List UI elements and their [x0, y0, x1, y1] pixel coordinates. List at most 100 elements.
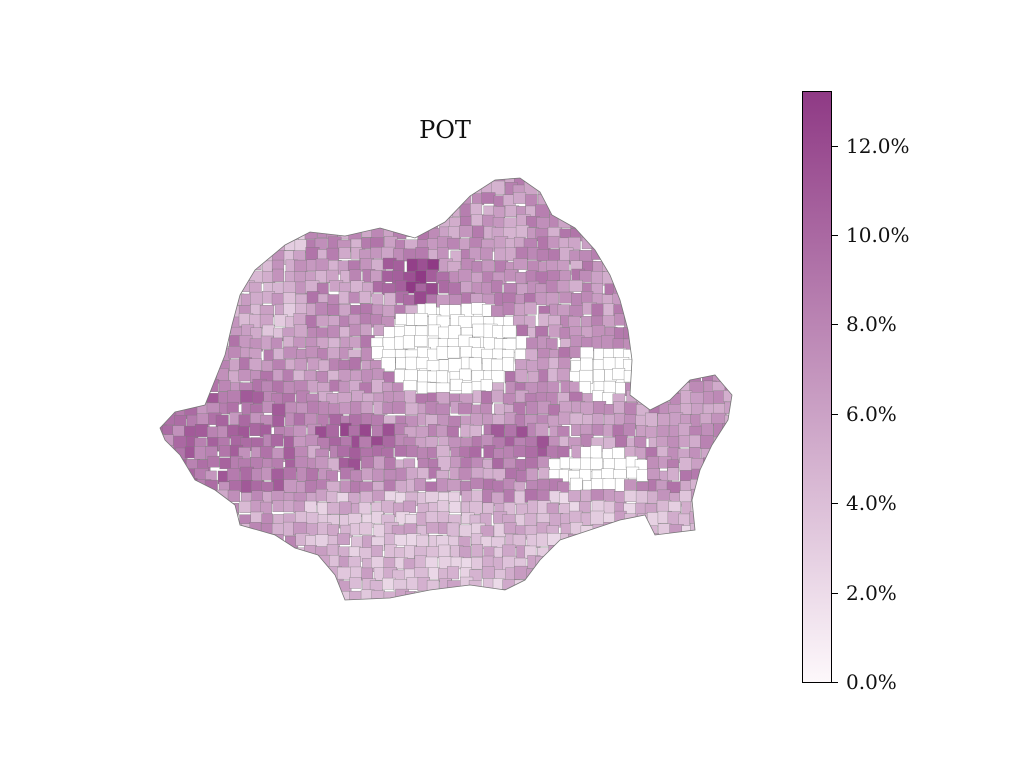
municipality-cell — [637, 580, 651, 595]
municipality-cell — [625, 202, 638, 215]
municipality-cell — [349, 577, 362, 589]
municipality-cell — [626, 228, 640, 241]
municipality-cell — [270, 579, 285, 593]
municipality-cell — [194, 368, 207, 382]
municipality-cell — [395, 184, 410, 197]
municipality-cell — [600, 557, 614, 571]
municipality-cell — [252, 601, 266, 612]
municipality-cell — [633, 555, 648, 567]
municipality-cell — [634, 381, 648, 395]
municipality-cell — [249, 522, 262, 536]
municipality-cell — [688, 272, 703, 284]
municipality-cell — [417, 203, 431, 216]
municipality-cell — [305, 247, 320, 261]
municipality-cell — [581, 555, 595, 568]
municipality-cell — [590, 445, 602, 460]
municipality-cell — [626, 304, 639, 318]
municipality-cell — [405, 402, 419, 416]
municipality-cell — [417, 217, 431, 231]
municipality-cell — [689, 511, 703, 525]
municipality-cell — [712, 545, 724, 558]
municipality-cell — [372, 468, 384, 482]
municipality-cell — [604, 250, 618, 264]
municipality-cell — [460, 281, 473, 295]
municipality-cell — [570, 545, 585, 558]
municipality-cell — [513, 445, 527, 458]
municipality-cell — [194, 488, 208, 503]
municipality-cell — [160, 413, 163, 426]
municipality-cell — [230, 228, 245, 241]
municipality-cell — [448, 599, 463, 600]
municipality-cell — [557, 215, 572, 229]
municipality-cell — [315, 580, 330, 593]
municipality-cell — [678, 192, 691, 204]
municipality-cell — [160, 316, 166, 329]
municipality-cell — [546, 588, 560, 600]
municipality-cell — [328, 205, 340, 218]
municipality-cell — [725, 260, 732, 275]
municipality-cell — [623, 423, 636, 437]
municipality-cell — [282, 216, 296, 230]
municipality-cell — [283, 588, 297, 600]
municipality-cell — [230, 523, 243, 538]
municipality-cell — [219, 237, 234, 252]
municipality-cell — [207, 236, 220, 249]
municipality-cell — [634, 203, 648, 216]
municipality-cell — [252, 180, 265, 194]
municipality-cell — [681, 532, 695, 547]
municipality-cell — [259, 215, 273, 229]
municipality-cell — [515, 225, 530, 238]
municipality-cell — [579, 178, 593, 185]
municipality-cell — [737, 479, 749, 490]
colorbar — [802, 91, 832, 683]
municipality-cell — [737, 591, 748, 603]
municipality-cell — [482, 214, 495, 228]
municipality-cell — [305, 568, 317, 581]
municipality-cell — [250, 291, 264, 306]
municipality-cell — [172, 259, 186, 273]
colorbar-gradient — [802, 91, 832, 683]
municipality-cell — [648, 566, 662, 579]
municipality-cell — [261, 227, 274, 242]
municipality-cell — [655, 238, 669, 252]
municipality-cell — [305, 178, 321, 186]
municipality-cell — [260, 555, 274, 568]
municipality-cell — [691, 217, 703, 231]
municipality-cell — [447, 346, 460, 359]
municipality-cell — [737, 523, 750, 535]
municipality-cell — [162, 236, 176, 250]
municipality-cell — [373, 523, 386, 539]
municipality-cell — [614, 413, 626, 426]
municipality-cell — [494, 247, 507, 262]
municipality-cell — [612, 249, 625, 263]
municipality-cell — [240, 249, 254, 262]
municipality-cell — [283, 346, 298, 359]
municipality-cell — [737, 447, 748, 458]
map-title: POT — [419, 116, 471, 144]
municipality-cell — [503, 522, 517, 534]
municipality-cell — [470, 588, 483, 600]
municipality-cell — [722, 423, 732, 436]
municipality-cell — [261, 178, 275, 186]
municipality-cell — [679, 457, 694, 472]
municipality-cell — [208, 228, 223, 241]
municipality-cell — [337, 445, 351, 457]
colorbar-tick-label: 0.0% — [846, 670, 897, 694]
municipality-cell — [670, 324, 682, 336]
municipality-cell — [208, 501, 222, 515]
municipality-cell — [185, 490, 199, 504]
municipality-cell — [350, 204, 365, 216]
municipality-cell — [197, 534, 212, 548]
municipality-cell — [273, 587, 288, 600]
municipality-cell — [713, 237, 728, 251]
municipality-cell — [670, 257, 685, 270]
municipality-cell — [194, 558, 208, 571]
municipality-cell — [173, 469, 185, 484]
municipality-cell — [427, 203, 441, 217]
municipality-cell — [667, 181, 680, 195]
municipality-cell — [480, 599, 493, 600]
municipality-cell — [593, 589, 605, 600]
municipality-cell — [450, 183, 464, 198]
municipality-cell — [459, 524, 473, 538]
municipality-cell — [218, 536, 233, 549]
